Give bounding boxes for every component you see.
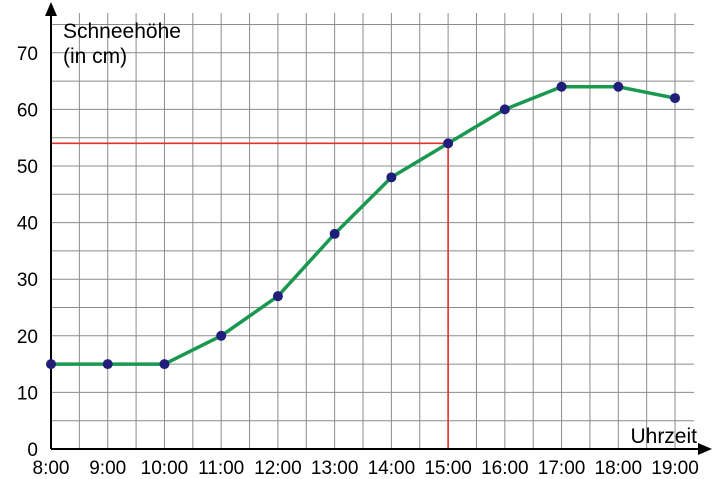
x-tick-label: 18:00 bbox=[595, 458, 643, 479]
y-tick-label: 30 bbox=[17, 270, 38, 291]
y-tick-label: 50 bbox=[17, 157, 38, 178]
data-point bbox=[46, 359, 56, 370]
x-tick-label: 16:00 bbox=[481, 458, 529, 479]
y-tick-label: 70 bbox=[17, 44, 38, 65]
data-point bbox=[329, 228, 340, 239]
y-axis-title-line1: Schneehöhe bbox=[63, 20, 181, 43]
x-tick-label: 15:00 bbox=[424, 458, 472, 479]
data-point bbox=[670, 93, 681, 104]
x-axis-arrow-icon bbox=[698, 443, 712, 455]
x-tick-label: 12:00 bbox=[254, 458, 302, 479]
x-tick-label: 9:00 bbox=[89, 458, 126, 479]
data-point bbox=[556, 81, 567, 92]
x-tick-label: 8:00 bbox=[33, 458, 70, 479]
y-tick-label: 40 bbox=[17, 214, 38, 235]
data-point bbox=[443, 138, 454, 149]
x-tick-label: 11:00 bbox=[198, 458, 244, 479]
data-point bbox=[386, 172, 397, 183]
x-tick-label: 14:00 bbox=[368, 458, 416, 479]
snow-depth-line bbox=[51, 85, 676, 366]
axes bbox=[45, 2, 712, 455]
y-tick-label: 60 bbox=[17, 100, 38, 121]
data-point bbox=[216, 330, 227, 341]
data-point bbox=[499, 104, 510, 115]
x-tick-label: 19:00 bbox=[651, 458, 699, 479]
reference-lines bbox=[51, 142, 449, 449]
grid bbox=[50, 13, 694, 450]
x-tick-label: 10:00 bbox=[141, 458, 189, 479]
y-axis-arrow-icon bbox=[45, 2, 57, 16]
series-line bbox=[51, 85, 676, 366]
y-tick-label: 20 bbox=[17, 327, 38, 348]
y-tick-label: 0 bbox=[27, 440, 38, 461]
y-tick-label: 10 bbox=[17, 383, 38, 404]
data-point bbox=[102, 359, 113, 370]
data-point bbox=[613, 81, 624, 92]
tick-labels: 8:00 9:00 10:00 11:00 12:00 13:00 14:00 15:00 16… bbox=[17, 44, 699, 479]
x-axis-title: Uhrzeit bbox=[630, 425, 697, 448]
y-axis-title-line2: (in cm) bbox=[63, 45, 127, 68]
data-point bbox=[159, 359, 170, 370]
x-tick-label: 13:00 bbox=[311, 458, 359, 479]
data-point bbox=[272, 291, 283, 302]
series-markers bbox=[46, 81, 681, 370]
x-tick-label: 17:00 bbox=[538, 458, 586, 479]
